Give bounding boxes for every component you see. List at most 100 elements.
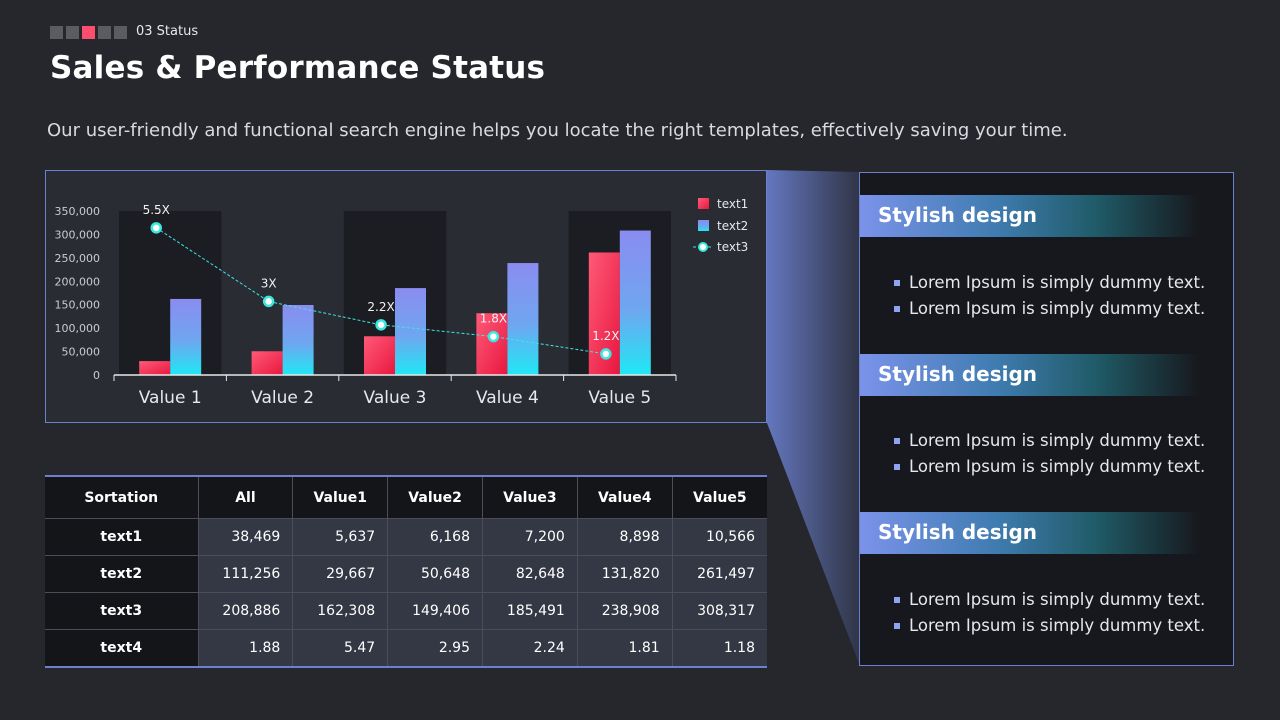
point-text3 — [600, 348, 612, 360]
bar-text2 — [619, 230, 651, 375]
table-cell: 5,637 — [292, 518, 388, 556]
data-label: 2.2X — [367, 300, 394, 314]
column-header: Value3 — [481, 476, 578, 519]
feature-bullet: Lorem Ipsum is simply dummy text. — [894, 587, 1205, 613]
column-header: Value4 — [576, 476, 673, 519]
y-tick-label: 100,000 — [55, 322, 101, 335]
feature-bullet: Lorem Ipsum is simply dummy text. — [894, 454, 1205, 480]
table-cell: 208,886 — [197, 592, 293, 630]
table-cell: 111,256 — [197, 555, 293, 593]
sales-chart: 0 50,000 100,000 150,000 200,000 250,000 300,0… — [55, 197, 749, 408]
y-tick-label: 350,000 — [55, 205, 101, 218]
bar-text1 — [139, 361, 171, 375]
table-cell: 6,168 — [387, 518, 483, 556]
feature-bullet: Lorem Ipsum is simply dummy text. — [894, 428, 1205, 454]
table-cell: 10,566 — [671, 518, 767, 556]
progress-step — [98, 26, 111, 39]
feature-card-header: Stylish design — [860, 512, 1200, 554]
legend-label: text2 — [717, 219, 748, 233]
table-cell: 238,908 — [576, 592, 673, 630]
row-label: text3 — [45, 592, 198, 630]
data-label: 3X — [261, 276, 277, 290]
bar-text2 — [170, 298, 202, 375]
feature-bullet: Lorem Ipsum is simply dummy text. — [894, 296, 1205, 322]
page-subtitle: Our user-friendly and functional search … — [47, 120, 1068, 141]
table-cell: 5.47 — [292, 629, 388, 667]
bar-text2 — [507, 263, 539, 375]
feature-card-header: Stylish design — [860, 354, 1200, 396]
table-cell: 149,406 — [387, 592, 483, 630]
row-label: text4 — [45, 629, 198, 667]
x-tick-label: Value 2 — [251, 388, 314, 408]
point-text3 — [487, 330, 500, 343]
section-label: 03 Status — [136, 24, 199, 39]
progress-step — [66, 26, 79, 39]
table-cell: 185,491 — [481, 592, 578, 630]
column-header: Value1 — [292, 476, 388, 519]
y-tick-label: 200,000 — [55, 275, 101, 288]
table-row: text4 1.88 5.47 2.95 2.24 1.81 1.18 — [45, 629, 767, 667]
data-label: 1.2X — [592, 329, 619, 343]
progress-step — [114, 26, 127, 39]
y-tick-label: 300,000 — [55, 228, 101, 241]
feature-bullet-list: Lorem Ipsum is simply dummy text. Lorem … — [894, 428, 1205, 480]
table-cell: 1.81 — [576, 629, 673, 667]
point-text3 — [150, 222, 162, 234]
data-label: 5.5X — [143, 203, 170, 217]
feature-bullet: Lorem Ipsum is simply dummy text. — [894, 270, 1205, 296]
table-cell: 29,667 — [292, 555, 388, 593]
table-row: text3 208,886 162,308 149,406 185,491 23… — [45, 592, 767, 630]
y-tick-label: 250,000 — [55, 252, 101, 265]
feature-card-title: Stylish design — [878, 203, 1038, 227]
bar-text2 — [282, 304, 314, 375]
progress-step — [50, 26, 63, 39]
bar-text1 — [476, 313, 508, 375]
table-cell: 1.18 — [671, 629, 767, 667]
y-tick-label: 150,000 — [55, 299, 101, 312]
legend-swatch-text1 — [698, 198, 709, 209]
feature-bullet-list: Lorem Ipsum is simply dummy text. Lorem … — [894, 270, 1205, 322]
table-cell: 38,469 — [197, 518, 293, 556]
table-cell: 7,200 — [481, 518, 578, 556]
table-cell: 162,308 — [292, 592, 388, 630]
section-progress-indicator — [50, 26, 127, 39]
feature-bullet: Lorem Ipsum is simply dummy text. — [894, 613, 1205, 639]
column-header: All — [197, 476, 293, 519]
table-cell: 308,317 — [671, 592, 767, 630]
table-header-row: Sortation All Value1 Value2 Value3 Value… — [45, 476, 767, 519]
page-title: Sales & Performance Status — [50, 50, 546, 86]
x-tick-label: Value 4 — [476, 388, 539, 408]
table-row: text1 38,469 5,637 6,168 7,200 8,898 10,… — [45, 518, 767, 556]
point-text3 — [375, 319, 387, 331]
y-tick-label: 0 — [93, 369, 100, 382]
legend-label: text1 — [717, 197, 748, 211]
line-text3 — [155, 227, 606, 355]
table-cell: 261,497 — [671, 555, 767, 593]
features-panel: Stylish design Lorem Ipsum is simply dum… — [859, 172, 1234, 666]
column-header: Sortation — [45, 476, 198, 519]
point-text3 — [262, 295, 275, 308]
column-header: Value2 — [387, 476, 483, 519]
feature-card-title: Stylish design — [878, 520, 1038, 544]
column-header: Value5 — [671, 476, 767, 519]
table-cell: 1.88 — [197, 629, 293, 667]
y-tick-label: 50,000 — [62, 346, 101, 359]
bar-text1 — [251, 351, 283, 375]
callout-connector — [767, 170, 860, 666]
x-tick-label: Value 1 — [139, 388, 202, 408]
row-label: text2 — [45, 555, 198, 593]
table-cell: 50,648 — [387, 555, 483, 593]
feature-bullet-list: Lorem Ipsum is simply dummy text. Lorem … — [894, 587, 1205, 639]
table-row: text2 111,256 29,667 50,648 82,648 131,8… — [45, 555, 767, 593]
progress-step-active — [82, 26, 95, 39]
legend-marker-text3 — [698, 242, 708, 252]
x-tick-label: Value 3 — [364, 388, 427, 408]
table-cell: 8,898 — [576, 518, 673, 556]
table-cell: 131,820 — [576, 555, 673, 593]
feature-card-title: Stylish design — [878, 362, 1038, 386]
bar-text1 — [364, 336, 395, 375]
legend-swatch-text2 — [698, 220, 709, 231]
table-cell: 2.24 — [481, 629, 578, 667]
row-label: text1 — [45, 518, 198, 556]
table-cell: 2.95 — [387, 629, 483, 667]
